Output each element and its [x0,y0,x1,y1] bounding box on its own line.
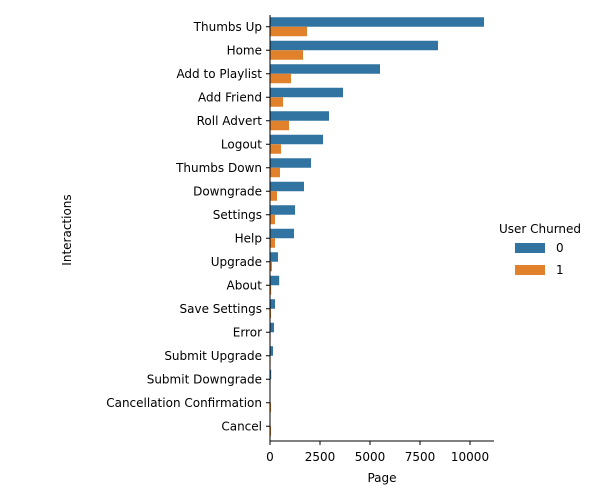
category-label-thumbs-up: Thumbs Up [193,20,262,34]
bars-layer [270,17,484,436]
bar-add-friend-series-0 [270,87,343,98]
bar-thumbs-up-series-1 [270,26,307,37]
bar-help-series-1 [270,238,275,248]
bar-roll-advert-series-0 [270,111,329,121]
category-label-cancellation-confirmation: Cancellation Confirmation [106,396,262,410]
category-label-about: About [227,278,263,292]
category-labels: Thumbs Up Home Add to Playlist Add Friend Ro… [106,20,270,433]
category-label-downgrade: Downgrade [193,184,262,198]
category-label-roll-advert: Roll Advert [197,114,263,128]
category-label-home: Home [227,43,262,57]
category-label-settings: Settings [213,208,262,222]
bar-settings-series-1 [270,214,275,225]
category-label-logout: Logout [221,137,262,151]
bar-roll-advert-series-1 [270,120,289,131]
x-tick-label-7500: 7500 [405,450,436,464]
category-label-save-settings: Save Settings [180,302,263,316]
x-tick-label-0: 0 [266,450,274,464]
x-axis-ticks: 0 2500 5000 7500 10000 [266,441,489,464]
x-tick-label-2500: 2500 [305,450,336,464]
bar-settings-series-0 [270,205,295,215]
category-label-help: Help [235,231,262,245]
category-label-add-friend: Add Friend [198,90,262,104]
bar-about-series-0 [270,275,280,286]
bar-home-series-1 [270,50,303,60]
legend-swatch-1 [515,265,545,275]
category-label-upgrade: Upgrade [211,255,262,269]
bar-error-series-0 [270,322,274,333]
bar-upgrade-series-0 [270,252,278,262]
bar-home-series-0 [270,40,438,51]
bar-add-to-playlist-series-1 [270,73,291,84]
bar-upgrade-series-1 [270,261,272,272]
category-label-add-to-playlist: Add to Playlist [176,67,262,81]
legend-label-0: 0 [556,241,564,255]
bar-submit-downgrade-series-0 [270,369,272,380]
bar-add-to-playlist-series-0 [270,64,380,74]
bar-thumbs-down-series-0 [270,158,311,168]
x-tick-label-5000: 5000 [355,450,386,464]
bar-submit-upgrade-series-0 [270,346,273,356]
bar-logout-series-0 [270,134,323,145]
category-label-submit-downgrade: Submit Downgrade [147,372,262,386]
legend-swatch-0 [515,243,545,253]
bar-add-friend-series-1 [270,97,283,107]
bar-help-series-0 [270,228,294,239]
y-axis-label: Interactions [60,194,74,265]
legend-label-1: 1 [556,263,564,277]
bar-downgrade-series-0 [270,181,304,192]
bar-thumbs-down-series-1 [270,167,280,178]
x-tick-label-10000: 10000 [451,450,489,464]
legend-title: User Churned [499,222,581,236]
bar-thumbs-up-series-0 [270,17,484,27]
bar-logout-series-1 [270,144,281,154]
bar-about-series-1 [270,285,272,295]
x-axis-label: Page [367,471,396,485]
category-label-thumbs-down: Thumbs Down [175,161,262,175]
category-label-cancel: Cancel [221,419,262,433]
bar-downgrade-series-1 [270,191,277,201]
legend: User Churned 0 1 [499,222,581,277]
category-label-error: Error [233,325,262,339]
category-label-submit-upgrade: Submit Upgrade [164,349,262,363]
bar-save-settings-series-0 [270,299,275,309]
